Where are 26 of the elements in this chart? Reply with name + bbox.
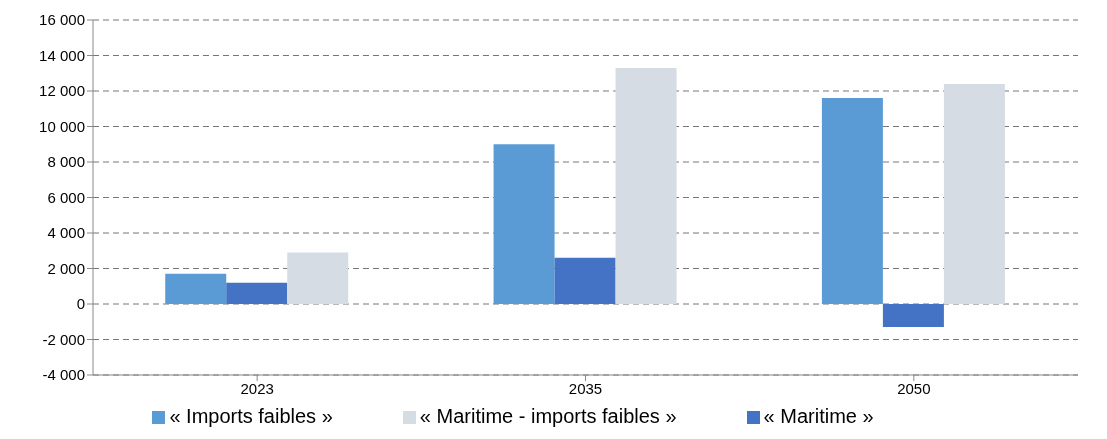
y-tick-label: 6 000 [47, 188, 85, 206]
bar [615, 67, 677, 304]
y-tick-label: 10 000 [39, 117, 85, 135]
y-tick-label: 16 000 [39, 11, 85, 29]
bar [165, 273, 227, 304]
y-tick-label: 12 000 [39, 82, 85, 100]
legend-label: « Imports faibles » [169, 405, 333, 427]
bar [821, 98, 883, 304]
y-tick-label: 2 000 [47, 259, 85, 277]
y-tick-label: 4 000 [47, 224, 85, 242]
y-tick-label: 8 000 [47, 153, 85, 171]
x-tick-label: 2050 [897, 379, 931, 397]
bar [287, 252, 349, 304]
x-tick-label: 2035 [568, 379, 603, 397]
y-tick-label: 14 000 [39, 46, 85, 64]
bar [882, 304, 944, 328]
bar [493, 144, 555, 304]
y-tick-label: 0 [76, 295, 85, 313]
legend-label: « Maritime » [763, 405, 874, 427]
y-tick-label: -4 000 [42, 366, 85, 384]
y-tick-label: -2 000 [42, 330, 85, 348]
legend-label: « Maritime - imports faibles » [419, 405, 677, 427]
bar [226, 282, 288, 304]
bar [554, 257, 616, 304]
x-tick-label: 2023 [240, 379, 274, 397]
bar [943, 83, 1005, 304]
